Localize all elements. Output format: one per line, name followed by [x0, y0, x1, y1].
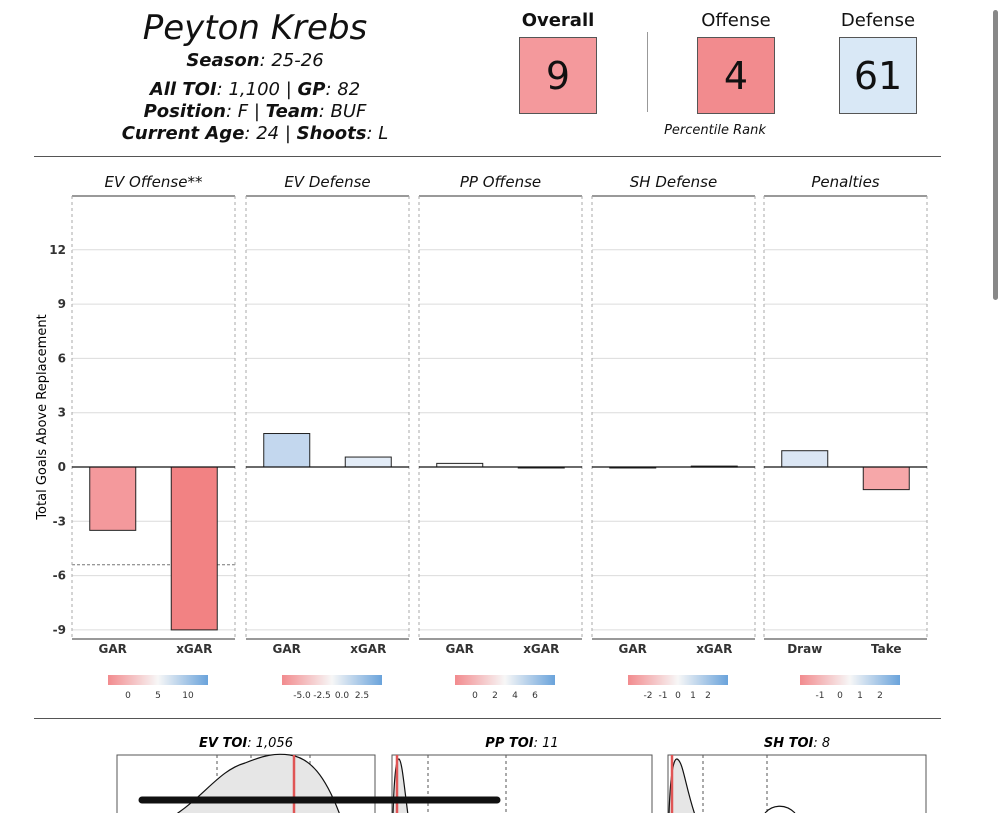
y-tick-label: 9	[58, 297, 66, 311]
color-legend-bar	[108, 675, 208, 685]
x-tick-label: Draw	[787, 642, 822, 656]
color-legend-bar	[800, 675, 900, 685]
offense-label: Offense	[701, 10, 771, 31]
panel-title: PP Offense	[460, 173, 541, 191]
ev-toi-title: EV TOI: 1,056	[199, 736, 293, 751]
sh-toi-title: SH TOI: 8	[764, 736, 830, 751]
color-legend-tick: 0	[125, 691, 131, 701]
defense-rank-box: 61	[839, 37, 917, 114]
x-tick-label: GAR	[273, 642, 301, 656]
color-legend-tick: 6	[532, 691, 538, 701]
panel-title: EV Defense	[284, 173, 370, 191]
bar-xgar	[344, 456, 392, 468]
y-tick-label: 0	[58, 460, 66, 474]
x-tick-label: Take	[871, 642, 902, 656]
x-tick-label: xGAR	[176, 642, 212, 656]
bar-gar	[263, 433, 311, 468]
x-tick-label: GAR	[99, 642, 127, 656]
color-legend-tick: 0	[837, 691, 843, 701]
panel-title: EV Offense**	[105, 173, 203, 191]
panel-2: PP Offense GAR xGAR 0 2 4 6	[418, 173, 583, 701]
color-legend-tick: 1	[690, 691, 696, 701]
color-legend-bar	[628, 675, 728, 685]
toi-gp-line: All TOI: 1,100 | GP: 82	[149, 79, 361, 100]
pp-toi-density	[392, 758, 409, 813]
ev-toi-density	[176, 753, 340, 813]
color-legend-tick: 2	[705, 691, 711, 701]
season-line: Season: 25-26	[186, 50, 324, 71]
x-tick-label: GAR	[619, 642, 647, 656]
panel-1: EV Defense GAR xGAR -5.0 -2.5 0.0 2.5	[245, 173, 410, 701]
y-tick-label: 6	[58, 351, 66, 365]
color-legend-tick: 0	[472, 691, 478, 701]
position-team-line: Position: F | Team: BUF	[143, 101, 367, 122]
y-axis-ticks: -9 -6 -3 0 3 6 9 12	[49, 243, 66, 637]
overall-label: Overall	[521, 10, 595, 31]
panel-0: EV Offense** GAR xGAR 0 5 10	[71, 173, 236, 701]
color-legend-bar	[282, 675, 382, 685]
chart-divider	[34, 718, 941, 719]
color-legend-tick: 2	[877, 691, 883, 701]
pp-toi-panel	[391, 754, 653, 813]
color-legend-tick: 0	[675, 691, 681, 701]
sh-toi-density-bump	[764, 805, 796, 813]
color-legend-tick: 2.5	[355, 691, 369, 701]
color-legend-tick: -2	[644, 691, 653, 701]
color-legend-tick: 5	[155, 691, 161, 701]
x-tick-label: xGAR	[523, 642, 559, 656]
panel-3: SH Defense GAR xGAR -2 -1 0 1 2	[591, 173, 756, 701]
color-legend-tick: 1	[857, 691, 863, 701]
color-legend-tick: 0.0	[335, 691, 350, 701]
color-legend-tick: -1	[816, 691, 825, 701]
pp-toi-title: PP TOI: 11	[485, 736, 558, 751]
y-tick-label: -6	[53, 569, 66, 583]
color-legend-tick: -1	[659, 691, 668, 701]
bar-draw	[781, 450, 829, 468]
x-tick-label: GAR	[446, 642, 474, 656]
age-shoots-line: Current Age: 24 | Shoots: L	[121, 123, 389, 144]
ev-toi-panel	[116, 754, 376, 813]
color-legend-tick: 2	[492, 691, 498, 701]
color-legend-tick: -5.0	[293, 691, 311, 701]
sh-toi-panel	[667, 754, 927, 813]
panel-title: Penalties	[811, 173, 879, 191]
color-legend-tick: -2.5	[313, 691, 331, 701]
y-axis-label: Total Goals Above Replacement	[35, 314, 50, 520]
x-tick-label: xGAR	[350, 642, 386, 656]
offense-rank-box: 4	[697, 37, 775, 114]
sh-toi-density	[668, 758, 696, 813]
y-tick-label: 12	[49, 243, 66, 257]
defense-label: Defense	[840, 10, 916, 31]
header-divider	[34, 156, 941, 157]
bar-take	[862, 466, 910, 491]
x-tick-label: xGAR	[696, 642, 732, 656]
color-legend-tick: 4	[512, 691, 518, 701]
color-legend-bar	[455, 675, 555, 685]
toi-density-strip: EV TOI: 1,056 PP TOI: 11 SH TOI: 8	[116, 736, 927, 813]
overall-rank-box: 9	[519, 37, 597, 114]
player-name: Peyton Krebs	[142, 8, 368, 48]
rank-divider	[647, 32, 648, 112]
bar-gar	[89, 466, 137, 531]
panel-4: Penalties Draw Take -1 0 1 2	[763, 173, 928, 701]
panel-title: SH Defense	[630, 173, 717, 191]
y-tick-label: 3	[58, 406, 66, 420]
y-tick-label: -3	[53, 514, 66, 528]
y-tick-label: -9	[53, 623, 66, 637]
color-legend-tick: 10	[182, 691, 194, 701]
scrollbar[interactable]	[993, 10, 998, 300]
bar-xgar	[170, 466, 218, 631]
percentile-rank-note: Percentile Rank	[664, 123, 766, 138]
